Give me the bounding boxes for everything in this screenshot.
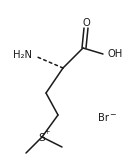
Text: +: + [44, 129, 50, 135]
Text: −: − [109, 111, 116, 120]
Text: O: O [82, 18, 90, 28]
Text: H₂N: H₂N [13, 50, 32, 60]
Text: S: S [39, 133, 45, 143]
Text: Br: Br [98, 113, 109, 123]
Text: OH: OH [108, 49, 123, 59]
